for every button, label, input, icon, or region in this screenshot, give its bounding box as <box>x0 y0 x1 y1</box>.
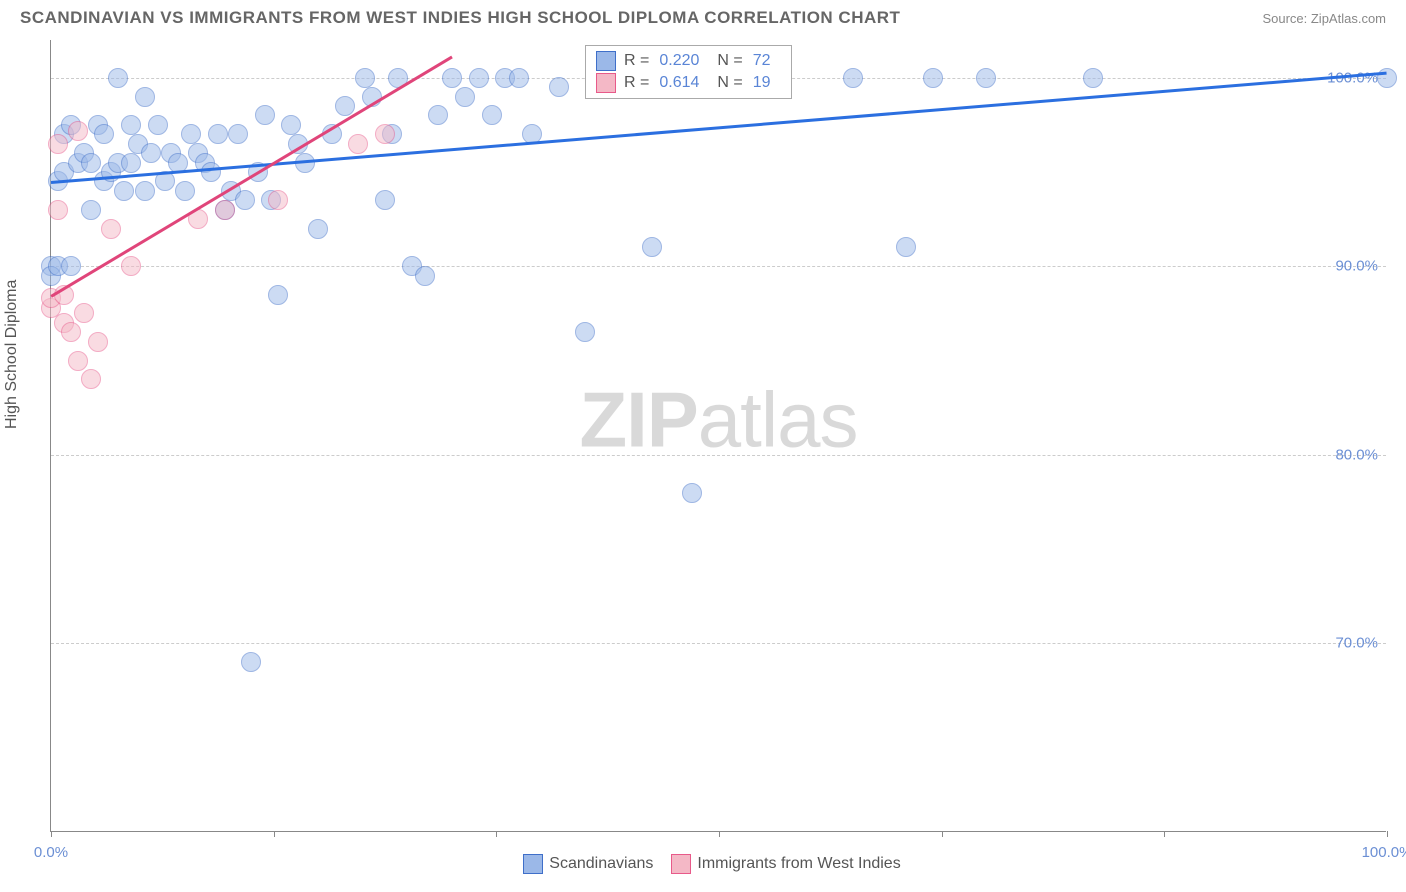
x-tick <box>51 831 52 837</box>
n-label: N = <box>717 74 742 92</box>
data-point <box>148 115 168 135</box>
data-point <box>442 68 462 88</box>
y-tick-label: 80.0% <box>1335 446 1378 463</box>
stats-legend-row: R = 0.220 N = 72 <box>596 50 781 72</box>
x-tick <box>942 831 943 837</box>
data-point <box>201 162 221 182</box>
data-point <box>281 115 301 135</box>
data-point <box>355 68 375 88</box>
data-point <box>121 256 141 276</box>
data-point <box>135 87 155 107</box>
n-label: N = <box>717 52 742 70</box>
data-point <box>121 153 141 173</box>
legend-swatch <box>523 854 543 874</box>
data-point <box>208 124 228 144</box>
data-point <box>81 153 101 173</box>
data-point <box>455 87 475 107</box>
data-point <box>268 285 288 305</box>
n-value: 72 <box>753 52 771 70</box>
source-label: Source: ZipAtlas.com <box>1262 11 1386 26</box>
data-point <box>48 200 68 220</box>
data-point <box>335 96 355 116</box>
grid-line <box>51 643 1386 644</box>
data-point <box>101 219 121 239</box>
data-point <box>428 105 448 125</box>
data-point <box>141 143 161 163</box>
legend-label: Scandinavians <box>549 855 653 872</box>
y-axis-label: High School Diploma <box>3 280 21 429</box>
data-point <box>549 77 569 97</box>
data-point <box>181 124 201 144</box>
data-point <box>1377 68 1397 88</box>
n-value: 19 <box>753 74 771 92</box>
data-point <box>896 237 916 257</box>
data-point <box>68 351 88 371</box>
data-point <box>121 115 141 135</box>
data-point <box>642 237 662 257</box>
data-point <box>135 181 155 201</box>
data-point <box>268 190 288 210</box>
data-point <box>228 124 248 144</box>
data-point <box>575 322 595 342</box>
stats-legend-row: R = 0.614 N = 19 <box>596 72 781 94</box>
data-point <box>308 219 328 239</box>
r-value: 0.220 <box>659 52 699 70</box>
data-point <box>61 322 81 342</box>
data-point <box>482 105 502 125</box>
data-point <box>415 266 435 286</box>
data-point <box>923 68 943 88</box>
data-point <box>682 483 702 503</box>
r-label: R = <box>624 52 649 70</box>
watermark-atlas: atlas <box>698 375 858 463</box>
data-point <box>81 200 101 220</box>
data-point <box>94 124 114 144</box>
data-point <box>175 181 195 201</box>
watermark: ZIPatlas <box>579 374 857 465</box>
legend-label: Immigrants from West Indies <box>697 855 900 872</box>
bottom-legend: Scandinavians Immigrants from West Indies <box>0 854 1406 874</box>
data-point <box>375 190 395 210</box>
x-tick <box>1387 831 1388 837</box>
data-point <box>348 134 368 154</box>
x-tick <box>274 831 275 837</box>
data-point <box>88 332 108 352</box>
y-tick-label: 90.0% <box>1335 258 1378 275</box>
data-point <box>68 121 88 141</box>
data-point <box>843 68 863 88</box>
stats-legend: R = 0.220 N = 72 R = 0.614 N = 19 <box>585 45 792 99</box>
data-point <box>81 369 101 389</box>
grid-line <box>51 266 1386 267</box>
data-point <box>235 190 255 210</box>
data-point <box>108 68 128 88</box>
x-tick <box>496 831 497 837</box>
data-point <box>74 303 94 323</box>
r-label: R = <box>624 74 649 92</box>
data-point <box>976 68 996 88</box>
scatter-chart: ZIPatlas 70.0%80.0%90.0%100.0%0.0%100.0%… <box>50 40 1386 832</box>
watermark-zip: ZIP <box>579 375 697 463</box>
chart-title: SCANDINAVIAN VS IMMIGRANTS FROM WEST IND… <box>20 8 900 28</box>
data-point <box>255 105 275 125</box>
data-point <box>509 68 529 88</box>
legend-swatch <box>596 51 616 71</box>
data-point <box>469 68 489 88</box>
legend-swatch <box>596 73 616 93</box>
data-point <box>375 124 395 144</box>
r-value: 0.614 <box>659 74 699 92</box>
data-point <box>215 200 235 220</box>
x-tick <box>1164 831 1165 837</box>
y-tick-label: 70.0% <box>1335 635 1378 652</box>
data-point <box>114 181 134 201</box>
data-point <box>241 652 261 672</box>
data-point <box>61 256 81 276</box>
x-tick <box>719 831 720 837</box>
legend-swatch <box>671 854 691 874</box>
grid-line <box>51 455 1386 456</box>
data-point <box>1083 68 1103 88</box>
data-point <box>48 134 68 154</box>
